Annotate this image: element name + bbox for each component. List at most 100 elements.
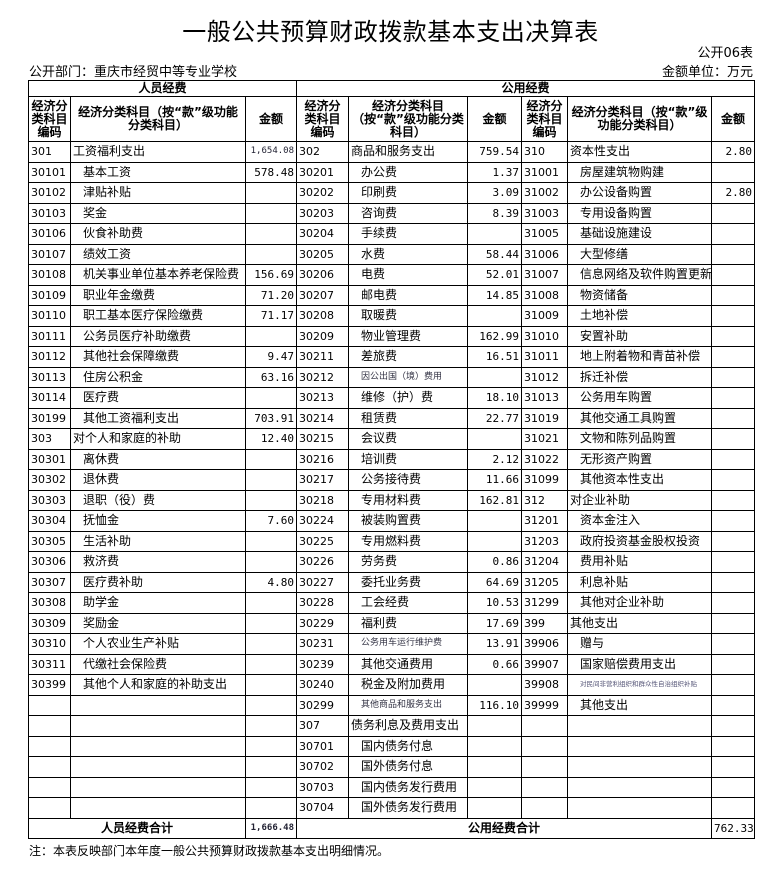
cell-amount: [710, 305, 756, 327]
cell-name: 办公设备购置: [567, 182, 712, 204]
cell-code: 39906: [521, 633, 568, 655]
cell-name: 商品和服务支出: [348, 141, 468, 163]
cell-code: 303: [28, 428, 71, 450]
cell-amount: [710, 428, 756, 450]
cell-code: 30102: [28, 182, 71, 204]
cell-name: 其他商品和服务支出: [348, 694, 468, 716]
table-row: 30305 生活补助 30225 专用燃料费 31203 政府投资基金股权投资: [28, 530, 756, 552]
cell-amount: [245, 387, 297, 409]
cell-amount: [245, 469, 297, 491]
cell-amount: [245, 674, 297, 696]
cell-code: [521, 776, 568, 798]
cell-name: 救济费: [70, 551, 246, 573]
cell-name: 安置补助: [567, 325, 712, 347]
cell-name: 其他交通工具购置: [567, 407, 712, 429]
cell-code: 30199: [28, 407, 71, 429]
cell-amount: 63.16: [245, 366, 297, 388]
cell-amount: [710, 776, 756, 798]
personnel-total-amount: 1,666.48: [245, 817, 297, 839]
cell-amount: [710, 264, 756, 286]
cell-name: 津贴补贴: [70, 182, 246, 204]
table-row: 30108 机关事业单位基本养老保险费 156.69 30206 电费 52.01 3100…: [28, 264, 756, 286]
cell-code: 30202: [296, 182, 349, 204]
cell-amount: [245, 612, 297, 634]
cell-code: 30206: [296, 264, 349, 286]
cell-name: 医疗费补助: [70, 571, 246, 593]
cell-name: 对企业补助: [567, 489, 712, 511]
cell-amount: 4.80: [245, 571, 297, 593]
cell-name: 个人农业生产补贴: [70, 633, 246, 655]
cell-amount: [710, 633, 756, 655]
cell-name: 其他支出: [567, 694, 712, 716]
cell-name: 专用燃料费: [348, 530, 468, 552]
table-row: 30302 退休费 30217 公务接待费 11.66 31099 其他资本性支出: [28, 469, 756, 491]
cell-name: 信息网络及软件购置更新: [567, 264, 712, 286]
table-row: 30101 基本工资 578.48 30201 办公费 1.37 31001 房屋建筑物购建: [28, 161, 756, 183]
cell-name: 电费: [348, 264, 468, 286]
cell-name: 专用设备购置: [567, 202, 712, 224]
cell-amount: 2.12: [467, 448, 522, 470]
cell-code: [28, 776, 71, 798]
personnel-total-label: 人员经费合计: [28, 817, 246, 839]
cell-name: 无形资产购置: [567, 448, 712, 470]
table-row: 30199 其他工资福利支出 703.91 30214 租赁费 22.77 31019 其他交…: [28, 407, 756, 429]
cell-name: 房屋建筑物购建: [567, 161, 712, 183]
cell-name: 国内债务付息: [348, 735, 468, 757]
cell-amount: 578.48: [245, 161, 297, 183]
cell-code: 30302: [28, 469, 71, 491]
cell-code: [521, 735, 568, 757]
cell-amount: [710, 694, 756, 716]
cell-amount: [710, 510, 756, 532]
cell-amount: 11.66: [467, 469, 522, 491]
form-number: 公开06表: [697, 46, 753, 61]
cell-amount: [710, 756, 756, 778]
cell-amount: 12.40: [245, 428, 297, 450]
cell-code: 30704: [296, 797, 349, 819]
cell-code: 30217: [296, 469, 349, 491]
cell-code: 30239: [296, 653, 349, 675]
cell-code: 307: [296, 715, 349, 737]
cell-amount: [245, 223, 297, 245]
cell-code: 30204: [296, 223, 349, 245]
cell-amount: [710, 571, 756, 593]
cell-name: 印刷费: [348, 182, 468, 204]
cell-code: 30215: [296, 428, 349, 450]
cell-code: 30103: [28, 202, 71, 224]
cell-amount: [710, 407, 756, 429]
table-row: 30106 伙食补助费 30204 手续费 31005 基础设施建设: [28, 223, 756, 245]
cell-amount: [710, 366, 756, 388]
cell-amount: 71.20: [245, 284, 297, 306]
cell-code: 30303: [28, 489, 71, 511]
cell-code: 30225: [296, 530, 349, 552]
cell-amount: [245, 448, 297, 470]
cell-amount: [467, 735, 522, 757]
cell-amount: [710, 325, 756, 347]
cell-name: [567, 735, 712, 757]
cell-code: 31203: [521, 530, 568, 552]
cell-amount: [467, 797, 522, 819]
amount-header: 金额: [245, 96, 297, 142]
cell-amount: [245, 694, 297, 716]
cell-name: 办公费: [348, 161, 468, 183]
cell-amount: 0.66: [467, 653, 522, 675]
cell-name: 政府投资基金股权投资: [567, 530, 712, 552]
code-header: 经济分类科目编码: [28, 96, 71, 142]
cell-amount: 14.85: [467, 284, 522, 306]
table-row: 30113 住房公积金 63.16 30212 因公出国（境）费用 31012 拆迁补偿: [28, 366, 756, 388]
cell-amount: [467, 530, 522, 552]
cell-code: 30399: [28, 674, 71, 696]
name-header: 经济分类科目（按“款”级功能分类科目）: [348, 96, 468, 142]
cell-amount: [467, 674, 522, 696]
table-row: 30299 其他商品和服务支出 116.10 39999 其他支出: [28, 694, 756, 716]
cell-name: 基础设施建设: [567, 223, 712, 245]
table-row: 30112 其他社会保障缴费 9.47 30211 差旅费 16.51 31011 地上附着物…: [28, 346, 756, 368]
cell-name: 赠与: [567, 633, 712, 655]
cell-name: 其他个人和家庭的补助支出: [70, 674, 246, 696]
cell-amount: [245, 797, 297, 819]
cell-code: 30701: [296, 735, 349, 757]
table-row: 30310 个人农业生产补贴 30231 公务用车运行维护费 13.91 39906 赠与: [28, 633, 756, 655]
cell-name: 拆迁补偿: [567, 366, 712, 388]
table-row: 301 工资福利支出 1,654.08 302 商品和服务支出 759.54 310 资本性支…: [28, 141, 756, 163]
cell-name: 基本工资: [70, 161, 246, 183]
cell-code: 31013: [521, 387, 568, 409]
